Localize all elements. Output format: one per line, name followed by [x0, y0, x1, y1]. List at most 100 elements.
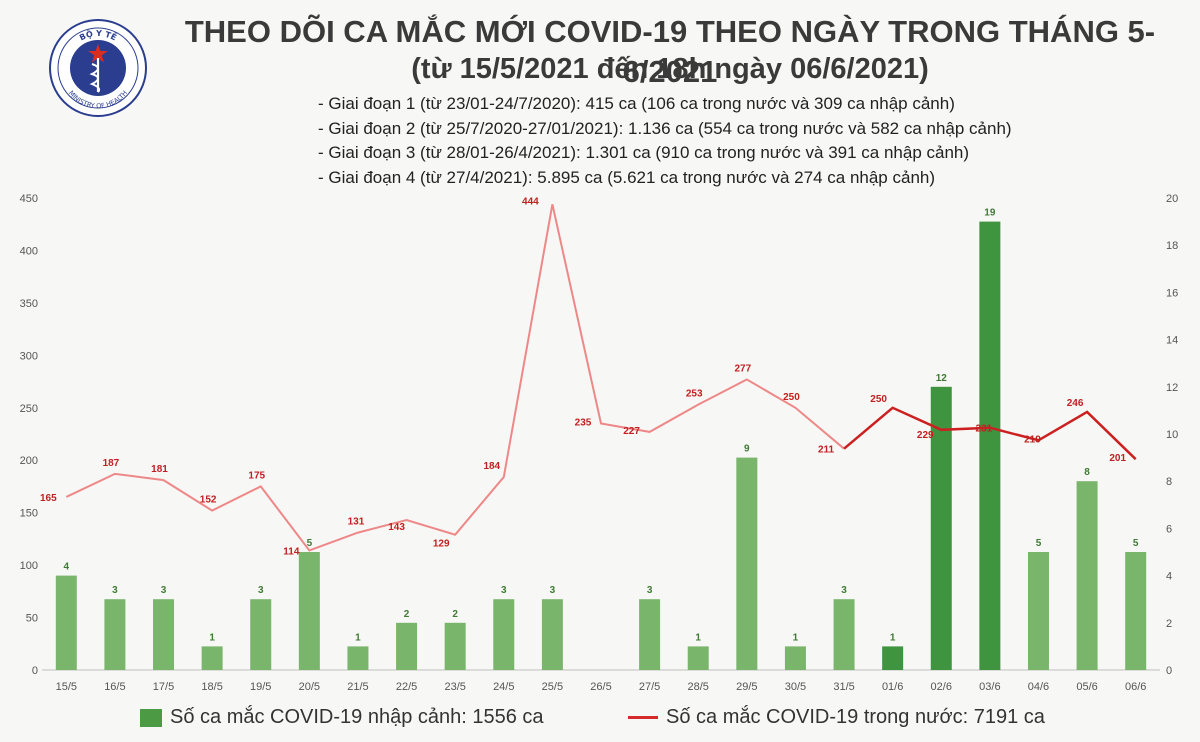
- right-axis-tick-label: 6: [1166, 523, 1172, 535]
- imported-cases-data-label: 9: [744, 444, 750, 455]
- imported-cases-data-label: 5: [307, 538, 313, 549]
- left-axis-tick-label: 50: [26, 613, 38, 625]
- imported-cases-data-label: 3: [647, 585, 653, 596]
- domestic-cases-data-label: 246: [1067, 398, 1084, 409]
- imported-cases-data-label: 3: [550, 585, 556, 596]
- left-axis-tick-label: 250: [20, 403, 38, 415]
- imported-cases-bar: [55, 575, 77, 670]
- legend-bar-swatch: [140, 708, 162, 727]
- imported-cases-bar: [1125, 552, 1147, 670]
- imported-cases-data-label: 8: [1084, 467, 1090, 478]
- legend-imported-label: Số ca mắc COVID-19 nhập cảnh: 1556 ca: [170, 706, 544, 728]
- right-axis-tick-label: 18: [1166, 240, 1178, 252]
- x-axis-tick-label: 30/5: [785, 681, 806, 693]
- x-axis-tick-label: 29/5: [736, 681, 757, 693]
- domestic-cases-data-label: 219: [1024, 434, 1041, 445]
- domestic-cases-data-label: 201: [1109, 453, 1126, 464]
- x-axis-tick-label: 06/6: [1125, 681, 1146, 693]
- domestic-cases-data-label: 187: [103, 458, 120, 469]
- domestic-cases-data-label: 165: [40, 493, 57, 504]
- left-axis-tick-label: 0: [32, 665, 38, 677]
- right-axis-tick-label: 2: [1166, 618, 1172, 630]
- ministry-of-health-logo: BỘ Y TẾ MINISTRY OF HEALTH: [48, 18, 148, 118]
- imported-cases-data-label: 4: [64, 562, 70, 573]
- imported-cases-bar: [347, 646, 369, 670]
- imported-cases-bar: [784, 646, 806, 670]
- chart-title: THEO DÕI CA MẮC MỚI COVID-19 THEO NGÀY T…: [184, 14, 1156, 89]
- right-axis-tick-label: 12: [1166, 382, 1178, 394]
- domestic-cases-data-label: 277: [734, 363, 751, 374]
- domestic-cases-data-label: 143: [388, 522, 405, 533]
- imported-cases-bar: [639, 599, 661, 670]
- x-axis-tick-label: 20/5: [299, 681, 320, 693]
- domestic-cases-data-label: 227: [623, 426, 640, 437]
- imported-cases-bar: [541, 599, 563, 670]
- right-axis-tick-label: 16: [1166, 287, 1178, 299]
- imported-cases-data-label: 12: [936, 373, 948, 384]
- svg-text:BỘ Y TẾ: BỘ Y TẾ: [78, 28, 120, 42]
- imported-cases-bar: [493, 599, 515, 670]
- domestic-cases-data-label: 250: [783, 392, 800, 403]
- imported-cases-bar: [1027, 552, 1049, 670]
- imported-cases-bar: [153, 599, 175, 670]
- right-axis-tick-label: 20: [1166, 193, 1178, 205]
- imported-cases-data-label: 5: [1036, 538, 1042, 549]
- imported-cases-data-label: 3: [112, 585, 118, 596]
- legend-imported-cases: Số ca mắc COVID-19 nhập cảnh: 1556 ca: [140, 706, 544, 729]
- imported-cases-bar: [396, 622, 418, 670]
- domestic-cases-data-label: 231: [976, 424, 993, 435]
- legend-domestic-cases: Số ca mắc COVID-19 trong nước: 7191 ca: [628, 706, 1045, 729]
- x-axis-tick-label: 23/5: [444, 681, 465, 693]
- imported-cases-bar: [104, 599, 126, 670]
- domestic-cases-data-label: 211: [818, 445, 835, 456]
- domestic-cases-data-label: 253: [686, 389, 703, 400]
- imported-cases-bar: [444, 622, 466, 670]
- x-axis-tick-label: 15/5: [56, 681, 77, 693]
- left-axis-tick-label: 100: [20, 560, 38, 572]
- imported-cases-bar: [1076, 481, 1098, 670]
- left-axis-tick-label: 400: [20, 245, 38, 257]
- domestic-cases-line: [65, 204, 845, 552]
- x-axis-tick-label: 21/5: [347, 681, 368, 693]
- legend-line-swatch: [628, 716, 658, 719]
- domestic-cases-data-label: 129: [433, 539, 450, 550]
- imported-cases-data-label: 19: [984, 208, 996, 219]
- x-axis-tick-label: 27/5: [639, 681, 660, 693]
- domestic-cases-data-label: 131: [348, 517, 365, 528]
- x-axis-tick-label: 22/5: [396, 681, 417, 693]
- domestic-cases-data-label: 152: [200, 495, 217, 506]
- domestic-cases-data-label: 114: [283, 546, 300, 557]
- imported-cases-data-label: 3: [501, 585, 507, 596]
- x-axis-tick-label: 01/6: [882, 681, 903, 693]
- imported-cases-data-label: 5: [1133, 538, 1139, 549]
- phase-2-summary: - Giai đoạn 2 (từ 25/7/2020-27/01/2021):…: [318, 118, 1012, 138]
- legend-domestic-label: Số ca mắc COVID-19 trong nước: 7191 ca: [666, 706, 1045, 728]
- phase-4-summary: - Giai đoạn 4 (từ 27/4/2021): 5.895 ca (…: [318, 167, 936, 187]
- domestic-cases-line: [843, 406, 1137, 461]
- domestic-cases-data-label: 184: [483, 461, 500, 472]
- x-axis-tick-label: 05/6: [1076, 681, 1097, 693]
- phase-1-summary: - Giai đoạn 1 (từ 23/01-24/7/2020): 415 …: [318, 94, 955, 113]
- x-axis-tick-label: 02/6: [931, 681, 952, 693]
- imported-cases-bar: [736, 457, 758, 670]
- x-axis-tick-label: 31/5: [833, 681, 854, 693]
- left-axis-tick-label: 300: [20, 350, 38, 362]
- domestic-cases-data-label: 181: [151, 464, 168, 475]
- imported-cases-data-label: 3: [258, 585, 264, 596]
- x-axis-tick-label: 18/5: [201, 681, 222, 693]
- right-axis-tick-label: 14: [1166, 335, 1178, 347]
- phase-3-summary: - Giai đoạn 3 (từ 28/01-26/4/2021): 1.30…: [318, 143, 970, 162]
- right-axis-tick-label: 0: [1166, 665, 1172, 677]
- chart-subtitle: (từ 15/5/2021 đến 18h ngày 06/6/2021): [411, 53, 929, 85]
- x-axis-tick-label: 26/5: [590, 681, 611, 693]
- left-axis-tick-label: 150: [20, 508, 38, 520]
- left-axis-tick-label: 350: [20, 298, 38, 310]
- phase-summary-list: - Giai đoạn 1 (từ 23/01-24/7/2020): 415 …: [318, 92, 1012, 190]
- x-axis-tick-label: 28/5: [688, 681, 709, 693]
- imported-cases-data-label: 1: [695, 632, 701, 643]
- imported-cases-data-label: 3: [841, 585, 847, 596]
- imported-cases-data-label: 1: [355, 632, 361, 643]
- imported-cases-bar: [250, 599, 272, 670]
- x-axis-tick-label: 16/5: [104, 681, 125, 693]
- imported-cases-bar: [833, 599, 855, 670]
